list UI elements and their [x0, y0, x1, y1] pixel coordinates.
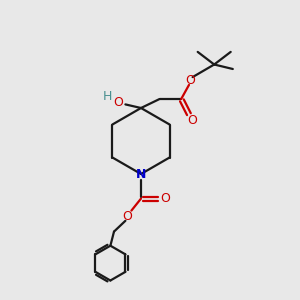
Text: O: O	[122, 210, 132, 223]
Text: N: N	[136, 167, 146, 181]
Text: O: O	[161, 192, 170, 205]
Text: O: O	[187, 114, 196, 128]
Text: O: O	[114, 96, 123, 109]
Text: O: O	[186, 74, 195, 88]
Text: H: H	[103, 90, 112, 103]
